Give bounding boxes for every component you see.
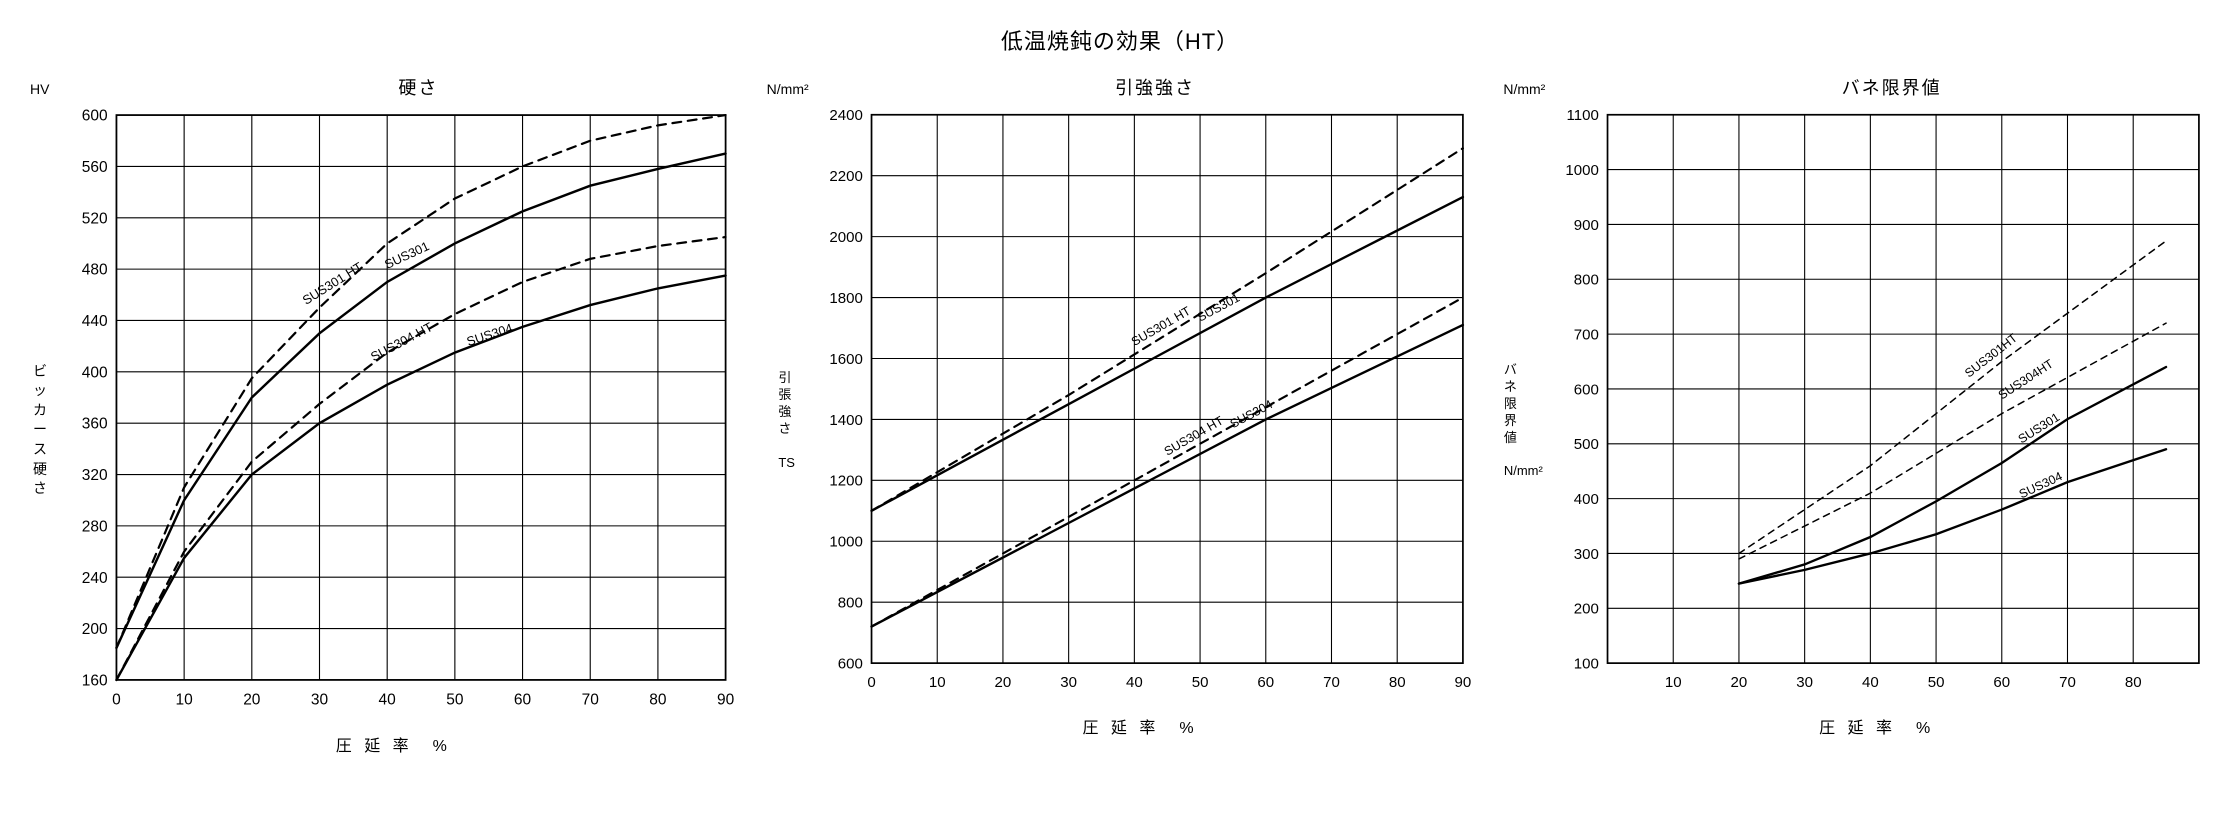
svg-text:70: 70: [1323, 674, 1340, 691]
chart3-title: バネ限界値: [1573, 74, 2210, 100]
svg-text:2000: 2000: [829, 229, 862, 246]
svg-text:1400: 1400: [829, 412, 862, 429]
svg-text:600: 600: [82, 108, 108, 125]
svg-text:30: 30: [311, 691, 329, 708]
chart-tensile: N/mm² 引強強さ 引 張 強 さ TS 0 10 20 30 40 50 60 70 80 9…: [767, 74, 1474, 756]
svg-text:300: 300: [1574, 546, 1599, 563]
chart1-x-label: 圧 延 率 %: [50, 732, 737, 756]
svg-text:500: 500: [1574, 436, 1599, 453]
svg-text:40: 40: [1126, 674, 1143, 691]
svg-text:100: 100: [1574, 656, 1599, 673]
svg-text:60: 60: [1994, 674, 2011, 691]
svg-text:20: 20: [243, 691, 261, 708]
svg-text:1100: 1100: [1567, 107, 1599, 124]
chart1-title: 硬さ: [100, 74, 737, 100]
svg-text:700: 700: [1574, 326, 1599, 343]
svg-text:320: 320: [82, 467, 108, 484]
chart3-plot: 10 20 30 40 50 60 70 80 100 200 300 400 500 600 700 800…: [1543, 104, 2210, 706]
svg-text:600: 600: [837, 656, 862, 673]
chart2-plot: 0 10 20 30 40 50 60 70 80 90 600 800 1000 1200 1400 160…: [807, 104, 1474, 706]
svg-text:10: 10: [176, 691, 194, 708]
chart-hardness: HV 硬さ ビ ッ カ ー ス 硬 さ 0 10 20 30 40 50 60 70 80 90 1…: [30, 74, 737, 756]
svg-text:20: 20: [1731, 674, 1748, 691]
svg-text:1800: 1800: [829, 290, 862, 307]
page-title: 低温焼鈍の効果（HT）: [30, 24, 2210, 56]
chart1-y-label: ビ ッ カ ー ス 硬 さ: [30, 104, 50, 756]
chart-spring: N/mm² バネ限界値 バ ネ 限 界 値 N/mm² 10 20 30 40 50 60…: [1503, 74, 2210, 756]
svg-text:0: 0: [112, 691, 121, 708]
svg-text:80: 80: [1388, 674, 1405, 691]
svg-text:800: 800: [1574, 272, 1599, 289]
svg-text:90: 90: [1454, 674, 1471, 691]
svg-text:70: 70: [2059, 674, 2076, 691]
svg-text:30: 30: [1797, 674, 1814, 691]
svg-text:1000: 1000: [829, 534, 862, 551]
svg-text:200: 200: [1574, 601, 1599, 618]
svg-text:520: 520: [82, 210, 108, 227]
series-label: SUS304 HT: [1161, 413, 1225, 458]
chart2-y-unit: N/mm²: [767, 81, 837, 97]
svg-text:360: 360: [82, 416, 108, 433]
svg-text:40: 40: [1862, 674, 1879, 691]
svg-text:2200: 2200: [829, 168, 862, 185]
chart1-plot: 0 10 20 30 40 50 60 70 80 90 160 200 240 280 320 360 400…: [50, 104, 737, 724]
svg-text:0: 0: [867, 674, 875, 691]
svg-text:80: 80: [2125, 674, 2142, 691]
series-label: SUS301 HT: [300, 259, 366, 308]
series-label: SUS301HT: [1962, 331, 2020, 381]
svg-text:1200: 1200: [829, 473, 862, 490]
svg-text:240: 240: [82, 570, 108, 587]
svg-text:200: 200: [82, 621, 108, 638]
series-label: SUS304HT: [1996, 356, 2056, 402]
chart3-y-unit: N/mm²: [1503, 81, 1573, 97]
svg-text:440: 440: [82, 313, 108, 330]
chart2-y-label: 引 張 強 さ TS: [767, 104, 807, 738]
chart3-x-label: 圧 延 率 %: [1543, 714, 2210, 738]
series-label: SUS301: [1195, 291, 1242, 325]
svg-text:50: 50: [446, 691, 464, 708]
chart2-x-label: 圧 延 率 %: [807, 714, 1474, 738]
svg-text:20: 20: [994, 674, 1011, 691]
svg-text:800: 800: [837, 595, 862, 612]
svg-text:80: 80: [649, 691, 667, 708]
svg-text:30: 30: [1060, 674, 1077, 691]
svg-text:10: 10: [1665, 674, 1682, 691]
series-label: SUS304 HT: [368, 319, 435, 364]
svg-text:1600: 1600: [829, 351, 862, 368]
svg-text:600: 600: [1574, 381, 1599, 398]
svg-text:50: 50: [1191, 674, 1208, 691]
svg-text:10: 10: [929, 674, 946, 691]
svg-text:60: 60: [514, 691, 532, 708]
series-label: SUS304: [465, 320, 515, 349]
chart2-title: 引強強さ: [837, 74, 1474, 100]
svg-text:2400: 2400: [829, 107, 862, 124]
svg-text:900: 900: [1574, 217, 1599, 234]
svg-text:60: 60: [1257, 674, 1274, 691]
svg-text:400: 400: [1574, 491, 1599, 508]
chart1-y-unit: HV: [30, 81, 100, 97]
svg-text:50: 50: [1928, 674, 1945, 691]
svg-text:1000: 1000: [1566, 162, 1599, 179]
chart3-y-label: バ ネ 限 界 値 N/mm²: [1503, 104, 1543, 738]
svg-text:160: 160: [82, 672, 108, 689]
series-label: SUS301: [382, 238, 431, 272]
svg-text:40: 40: [379, 691, 397, 708]
svg-text:280: 280: [82, 518, 108, 535]
svg-text:400: 400: [82, 364, 108, 381]
svg-text:90: 90: [717, 691, 735, 708]
svg-text:560: 560: [82, 159, 108, 176]
svg-text:70: 70: [582, 691, 600, 708]
svg-text:480: 480: [82, 262, 108, 279]
charts-row: HV 硬さ ビ ッ カ ー ス 硬 さ 0 10 20 30 40 50 60 70 80 90 1…: [30, 74, 2210, 756]
